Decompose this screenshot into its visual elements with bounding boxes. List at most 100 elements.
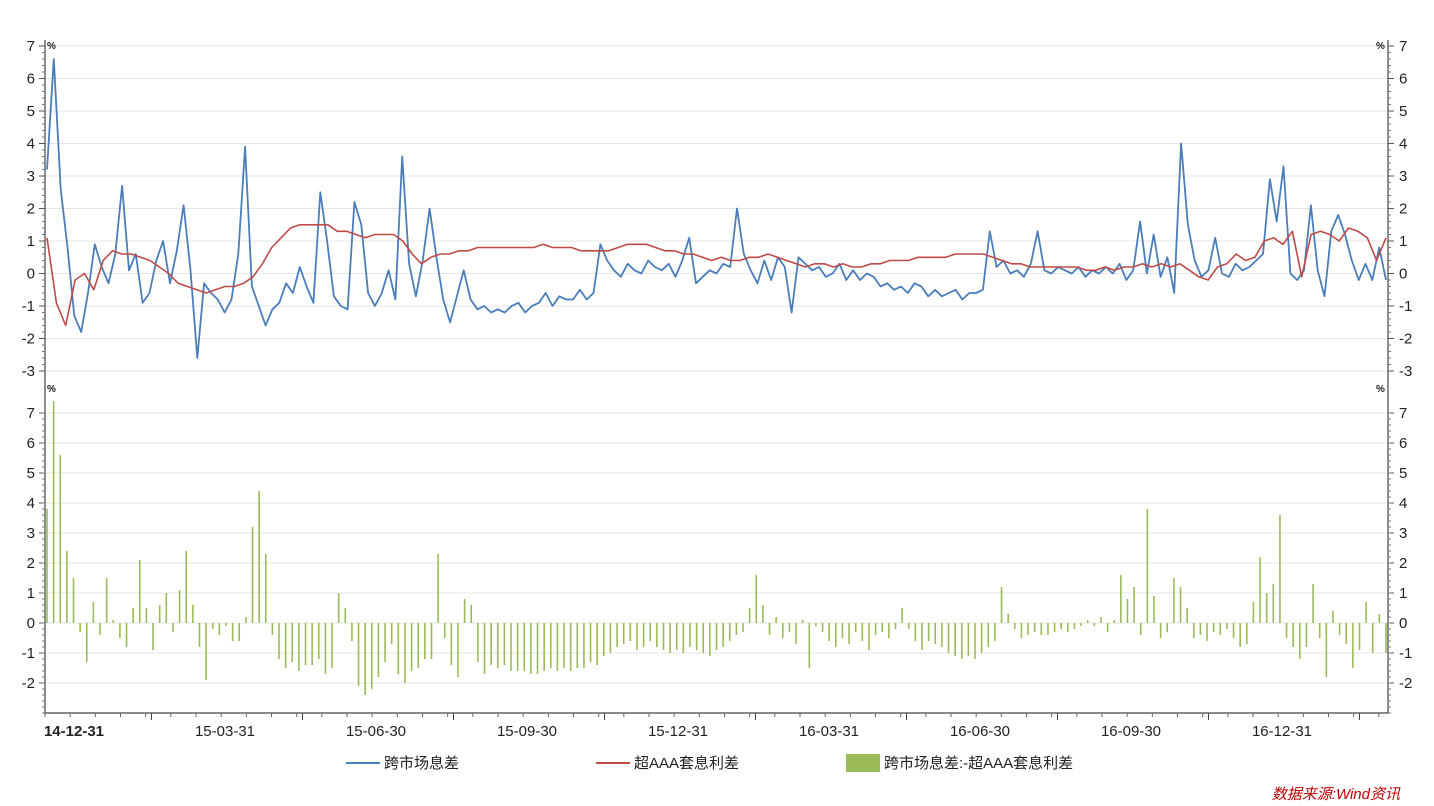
top-y-tick-left: 5 — [27, 103, 35, 120]
diff-bar — [278, 623, 280, 659]
diff-bar — [801, 620, 804, 623]
diff-bar — [748, 608, 751, 623]
diff-bar — [622, 623, 625, 644]
diff-bar — [530, 623, 532, 674]
diff-bar — [437, 554, 439, 623]
diff-bar — [271, 623, 274, 635]
diff-bar — [848, 623, 850, 644]
diff-bar — [496, 623, 499, 668]
diff-bar — [291, 623, 294, 662]
axis-ticks — [39, 45, 1394, 720]
diff-bar — [921, 623, 923, 650]
diff-bar — [934, 623, 937, 644]
diff-bar — [357, 623, 360, 686]
bottom-y-tick-left: -2 — [22, 675, 35, 692]
top-y-tick-right: 7 — [1399, 38, 1407, 55]
diff-bar — [1067, 623, 1069, 632]
diff-bar — [238, 623, 241, 641]
diff-bar — [1073, 623, 1076, 629]
diff-bar — [430, 623, 433, 659]
diff-bar — [258, 491, 260, 623]
diff-bar — [337, 593, 340, 623]
diff-bar — [1358, 623, 1361, 650]
diff-bar — [424, 623, 426, 659]
legend-label-carry: 超AAA套息利差 — [634, 755, 740, 772]
diff-bar — [1120, 575, 1122, 623]
diff-bar — [629, 623, 632, 641]
top-y-tick-left: 4 — [27, 136, 35, 153]
diff-bar — [450, 623, 453, 665]
diff-bar — [1332, 611, 1334, 623]
diff-bar — [642, 623, 645, 647]
legend-swatch-diff — [846, 753, 880, 772]
top-y-tick-left: 3 — [27, 168, 35, 185]
diff-bar — [1385, 623, 1387, 653]
diff-bar — [788, 623, 791, 632]
diff-bar — [649, 623, 652, 641]
diff-bar — [576, 623, 579, 668]
diff-bar — [132, 608, 134, 623]
diff-bar — [112, 620, 115, 623]
diff-bar — [264, 554, 267, 623]
diff-bar — [1053, 623, 1056, 632]
diff-bar — [1352, 623, 1354, 668]
diff-bar — [1126, 599, 1129, 623]
diff-bar — [1033, 623, 1036, 632]
bottom-y-tick-right: 7 — [1399, 405, 1407, 422]
diff-bar — [1212, 623, 1215, 632]
bottom-unit-right: % — [1376, 384, 1385, 395]
diff-bar — [1292, 623, 1294, 647]
top-y-tick-right: 2 — [1399, 201, 1407, 218]
diff-bar — [775, 617, 777, 623]
diff-bar — [1159, 623, 1162, 638]
diff-bar — [795, 623, 797, 644]
diff-bar — [1146, 509, 1149, 623]
diff-bar — [563, 623, 565, 668]
diff-bar — [79, 623, 81, 632]
diff-bar — [874, 623, 877, 635]
bottom-y-tick-left: 6 — [27, 435, 35, 452]
diff-bar — [251, 527, 254, 623]
top-y-tick-right: 6 — [1399, 71, 1407, 88]
x-tick-label: 16-06-30 — [950, 723, 1010, 740]
bottom-y-tick-right: 0 — [1399, 615, 1407, 632]
diff-bar — [483, 623, 486, 674]
diff-bar — [1093, 623, 1096, 626]
diff-bar — [675, 623, 678, 650]
bottom-y-tick-left: 2 — [27, 555, 35, 572]
diff-bar — [1199, 623, 1202, 635]
top-y-tick-right: 4 — [1399, 136, 1407, 153]
data-source: 数据来源:Wind资讯 — [1271, 786, 1400, 803]
diff-bar — [1378, 614, 1381, 623]
diff-bar — [1007, 614, 1009, 623]
diff-bar — [656, 623, 658, 647]
diff-bar — [907, 623, 910, 629]
diff-bar — [980, 623, 983, 653]
diff-bar — [1265, 593, 1268, 623]
diff-bar — [178, 590, 181, 623]
diff-bar — [695, 623, 698, 650]
legend: 跨市场息差 超AAA套息利差 跨市场息差:-超AAA套息利差 — [0, 752, 1434, 778]
diff-bar — [715, 623, 718, 650]
x-tick-label: 16-09-30 — [1101, 723, 1161, 740]
diff-bar — [828, 623, 830, 641]
diff-bar — [609, 623, 612, 653]
diff-bar — [583, 623, 585, 668]
legend-label-spread: 跨市场息差 — [384, 755, 460, 772]
diff-bar — [549, 623, 552, 668]
bottom-y-tick-right: 4 — [1399, 495, 1407, 512]
diff-bar — [868, 623, 870, 650]
diff-bar — [755, 575, 758, 623]
diff-bar — [1173, 578, 1175, 623]
diff-bar — [92, 602, 95, 623]
diff-bar — [854, 623, 857, 632]
axes — [44, 40, 1389, 714]
diff-bar — [1020, 623, 1023, 638]
legend-item-carry: 超AAA套息利差 — [596, 752, 739, 773]
top-y-tick-right: 3 — [1399, 168, 1407, 185]
diff-bar — [364, 623, 366, 695]
x-tick-label: 15-12-31 — [648, 723, 708, 740]
diff-bar — [145, 608, 148, 623]
diff-bar — [152, 623, 154, 650]
diff-bar — [808, 623, 811, 668]
